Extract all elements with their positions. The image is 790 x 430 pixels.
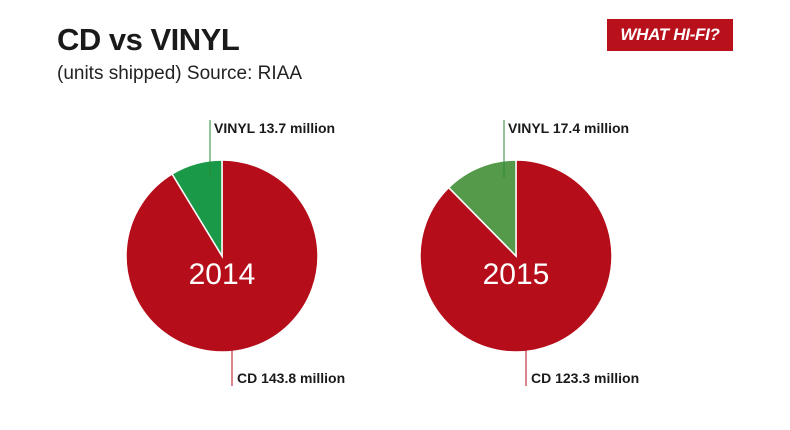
pie-chart-2015: VINYL 17.4 million CD 123.3 million 2015 [419,120,639,386]
page-subtitle: (units shipped) Source: RIAA [57,63,303,84]
vinyl-label-2014: VINYL 13.7 million [214,120,335,136]
slice-vinyl-2015 [447,159,517,258]
year-label-2014: 2014 [189,258,256,291]
slice-vinyl-2014 [171,159,223,259]
cd-label-2015: CD 123.3 million [531,370,639,386]
what-hifi-logo: WHAT HI-FI? [607,19,733,51]
pie-chart-2014: VINYL 13.7 million CD 143.8 million 2014 [125,120,345,386]
year-label-2015: 2015 [483,258,550,291]
cd-label-2014: CD 143.8 million [237,370,345,386]
page-title: CD vs VINYL [57,22,240,57]
vinyl-label-2015: VINYL 17.4 million [508,120,629,136]
